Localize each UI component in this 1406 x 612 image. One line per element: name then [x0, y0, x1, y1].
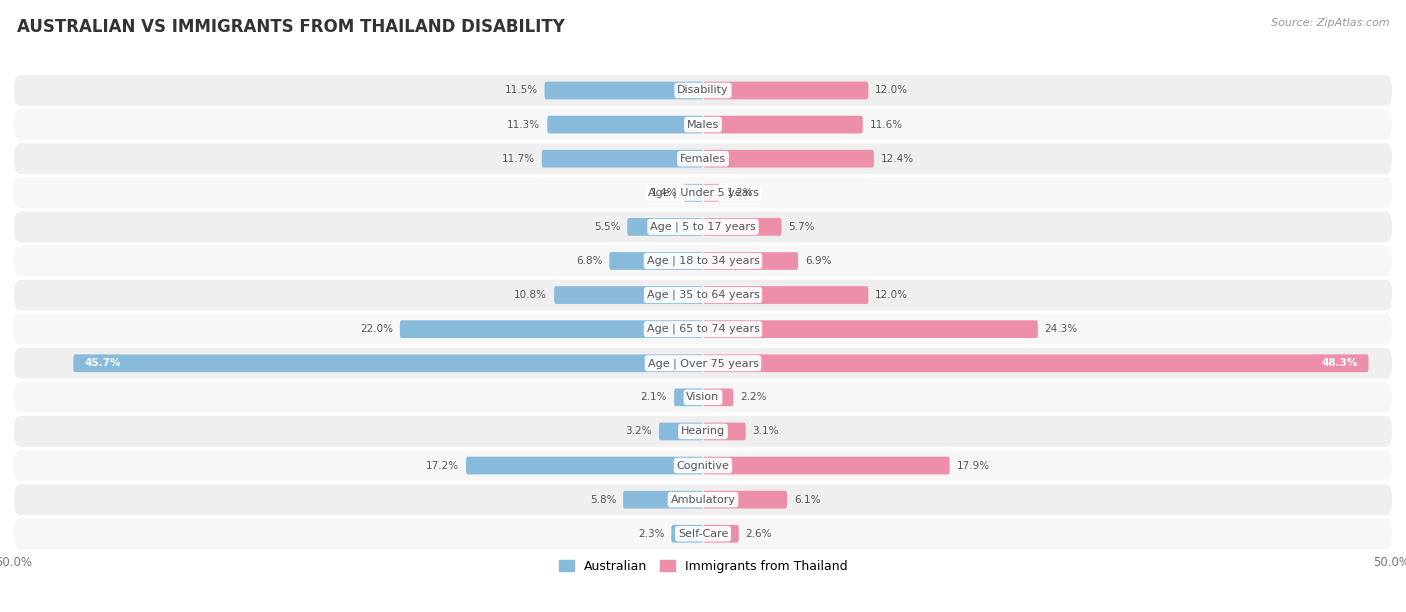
- FancyBboxPatch shape: [14, 280, 1392, 310]
- FancyBboxPatch shape: [541, 150, 703, 168]
- FancyBboxPatch shape: [14, 212, 1392, 242]
- Text: 2.2%: 2.2%: [740, 392, 766, 402]
- FancyBboxPatch shape: [14, 348, 1392, 379]
- Text: Age | 35 to 64 years: Age | 35 to 64 years: [647, 290, 759, 300]
- Text: Cognitive: Cognitive: [676, 461, 730, 471]
- FancyBboxPatch shape: [683, 184, 703, 201]
- Text: 22.0%: 22.0%: [360, 324, 392, 334]
- Text: Hearing: Hearing: [681, 427, 725, 436]
- FancyBboxPatch shape: [703, 525, 738, 543]
- Text: 17.2%: 17.2%: [426, 461, 460, 471]
- Text: Age | Over 75 years: Age | Over 75 years: [648, 358, 758, 368]
- FancyBboxPatch shape: [465, 457, 703, 474]
- Text: 12.4%: 12.4%: [880, 154, 914, 163]
- FancyBboxPatch shape: [673, 389, 703, 406]
- Text: 2.6%: 2.6%: [745, 529, 772, 539]
- FancyBboxPatch shape: [659, 423, 703, 440]
- FancyBboxPatch shape: [703, 389, 734, 406]
- Text: 10.8%: 10.8%: [515, 290, 547, 300]
- FancyBboxPatch shape: [14, 177, 1392, 208]
- Text: 3.2%: 3.2%: [626, 427, 652, 436]
- Text: 2.3%: 2.3%: [638, 529, 665, 539]
- Text: 6.8%: 6.8%: [576, 256, 602, 266]
- FancyBboxPatch shape: [623, 491, 703, 509]
- Text: Age | 18 to 34 years: Age | 18 to 34 years: [647, 256, 759, 266]
- Text: 17.9%: 17.9%: [956, 461, 990, 471]
- FancyBboxPatch shape: [14, 518, 1392, 549]
- FancyBboxPatch shape: [14, 109, 1392, 140]
- FancyBboxPatch shape: [399, 320, 703, 338]
- FancyBboxPatch shape: [14, 382, 1392, 412]
- Text: 2.1%: 2.1%: [641, 392, 668, 402]
- Text: 11.6%: 11.6%: [870, 119, 903, 130]
- FancyBboxPatch shape: [14, 314, 1392, 345]
- FancyBboxPatch shape: [554, 286, 703, 304]
- FancyBboxPatch shape: [703, 116, 863, 133]
- Text: 3.1%: 3.1%: [752, 427, 779, 436]
- Text: 1.4%: 1.4%: [651, 188, 676, 198]
- Text: 11.3%: 11.3%: [508, 119, 540, 130]
- FancyBboxPatch shape: [544, 81, 703, 99]
- Text: 6.1%: 6.1%: [794, 494, 821, 505]
- Text: Males: Males: [688, 119, 718, 130]
- FancyBboxPatch shape: [703, 81, 869, 99]
- FancyBboxPatch shape: [547, 116, 703, 133]
- FancyBboxPatch shape: [703, 252, 799, 270]
- FancyBboxPatch shape: [703, 491, 787, 509]
- Text: 5.8%: 5.8%: [589, 494, 616, 505]
- Text: 6.9%: 6.9%: [806, 256, 831, 266]
- Text: 1.2%: 1.2%: [727, 188, 754, 198]
- FancyBboxPatch shape: [627, 218, 703, 236]
- FancyBboxPatch shape: [703, 150, 875, 168]
- FancyBboxPatch shape: [671, 525, 703, 543]
- Text: Source: ZipAtlas.com: Source: ZipAtlas.com: [1271, 18, 1389, 28]
- FancyBboxPatch shape: [14, 416, 1392, 447]
- Text: Vision: Vision: [686, 392, 720, 402]
- FancyBboxPatch shape: [14, 245, 1392, 276]
- Text: Females: Females: [681, 154, 725, 163]
- FancyBboxPatch shape: [703, 423, 745, 440]
- FancyBboxPatch shape: [609, 252, 703, 270]
- Text: Age | 65 to 74 years: Age | 65 to 74 years: [647, 324, 759, 334]
- FancyBboxPatch shape: [73, 354, 703, 372]
- Text: 5.7%: 5.7%: [789, 222, 815, 232]
- FancyBboxPatch shape: [703, 286, 869, 304]
- FancyBboxPatch shape: [703, 320, 1038, 338]
- Text: 12.0%: 12.0%: [875, 290, 908, 300]
- Text: 45.7%: 45.7%: [84, 358, 121, 368]
- FancyBboxPatch shape: [703, 184, 720, 201]
- Text: 11.7%: 11.7%: [502, 154, 534, 163]
- FancyBboxPatch shape: [703, 218, 782, 236]
- Text: AUSTRALIAN VS IMMIGRANTS FROM THAILAND DISABILITY: AUSTRALIAN VS IMMIGRANTS FROM THAILAND D…: [17, 18, 565, 36]
- FancyBboxPatch shape: [14, 484, 1392, 515]
- Text: 48.3%: 48.3%: [1322, 358, 1358, 368]
- Text: Age | 5 to 17 years: Age | 5 to 17 years: [650, 222, 756, 232]
- FancyBboxPatch shape: [14, 143, 1392, 174]
- Text: 24.3%: 24.3%: [1045, 324, 1078, 334]
- Text: 5.5%: 5.5%: [593, 222, 620, 232]
- Text: Ambulatory: Ambulatory: [671, 494, 735, 505]
- FancyBboxPatch shape: [14, 75, 1392, 106]
- FancyBboxPatch shape: [14, 450, 1392, 481]
- Text: 12.0%: 12.0%: [875, 86, 908, 95]
- Legend: Australian, Immigrants from Thailand: Australian, Immigrants from Thailand: [554, 555, 852, 578]
- Text: Age | Under 5 years: Age | Under 5 years: [648, 187, 758, 198]
- Text: Self-Care: Self-Care: [678, 529, 728, 539]
- Text: Disability: Disability: [678, 86, 728, 95]
- FancyBboxPatch shape: [703, 457, 949, 474]
- Text: 11.5%: 11.5%: [505, 86, 537, 95]
- FancyBboxPatch shape: [703, 354, 1368, 372]
